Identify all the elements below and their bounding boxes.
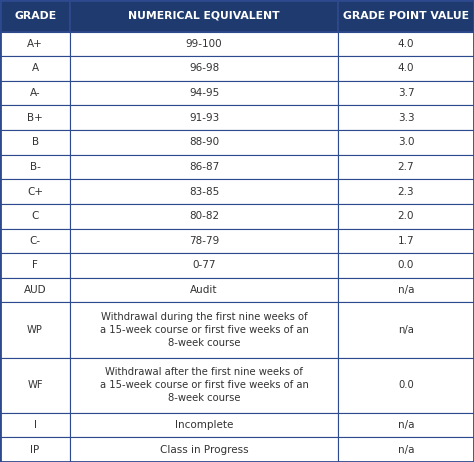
Text: A: A xyxy=(31,63,39,73)
Bar xyxy=(338,81,474,105)
Bar xyxy=(70,229,338,253)
Bar xyxy=(0,229,70,253)
Bar xyxy=(0,130,70,155)
Bar xyxy=(338,358,474,413)
Bar xyxy=(0,56,70,81)
Text: 4.0: 4.0 xyxy=(398,39,414,49)
Bar xyxy=(338,130,474,155)
Bar xyxy=(338,155,474,179)
Text: I: I xyxy=(34,420,36,430)
Text: IP: IP xyxy=(30,445,40,455)
Text: NUMERICAL EQUIVALENT: NUMERICAL EQUIVALENT xyxy=(128,11,280,21)
Bar xyxy=(70,105,338,130)
Text: Withdrawal after the first nine weeks of
a 15-week course or first five weeks of: Withdrawal after the first nine weeks of… xyxy=(100,367,309,403)
Text: 1.7: 1.7 xyxy=(398,236,414,246)
Text: Class in Progress: Class in Progress xyxy=(160,445,248,455)
Text: 3.7: 3.7 xyxy=(398,88,414,98)
Bar xyxy=(338,0,474,31)
Text: n/a: n/a xyxy=(398,285,414,295)
Bar xyxy=(0,413,70,438)
Text: n/a: n/a xyxy=(398,325,414,335)
Text: 3.3: 3.3 xyxy=(398,113,414,123)
Text: F: F xyxy=(32,261,38,270)
Bar xyxy=(0,204,70,229)
Text: n/a: n/a xyxy=(398,420,414,430)
Text: GRADE: GRADE xyxy=(14,11,56,21)
Bar xyxy=(70,81,338,105)
Bar xyxy=(70,438,338,462)
Bar xyxy=(70,253,338,278)
Text: C-: C- xyxy=(29,236,41,246)
Bar xyxy=(70,31,338,56)
Text: B: B xyxy=(31,137,39,147)
Text: 2.0: 2.0 xyxy=(398,211,414,221)
Text: 2.7: 2.7 xyxy=(398,162,414,172)
Bar xyxy=(0,179,70,204)
Bar xyxy=(70,155,338,179)
Text: 0.0: 0.0 xyxy=(398,380,414,390)
Bar xyxy=(0,0,70,31)
Text: 96-98: 96-98 xyxy=(189,63,219,73)
Bar xyxy=(70,130,338,155)
Bar xyxy=(0,438,70,462)
Text: 2.3: 2.3 xyxy=(398,187,414,197)
Text: A-: A- xyxy=(30,88,40,98)
Bar xyxy=(0,81,70,105)
Bar xyxy=(70,0,338,31)
Text: B-: B- xyxy=(30,162,40,172)
Text: 91-93: 91-93 xyxy=(189,113,219,123)
Bar xyxy=(338,56,474,81)
Text: 99-100: 99-100 xyxy=(186,39,222,49)
Text: n/a: n/a xyxy=(398,445,414,455)
Text: WP: WP xyxy=(27,325,43,335)
Text: C: C xyxy=(31,211,39,221)
Bar xyxy=(0,253,70,278)
Text: 0.0: 0.0 xyxy=(398,261,414,270)
Bar xyxy=(0,31,70,56)
Text: GRADE POINT VALUE: GRADE POINT VALUE xyxy=(343,11,469,21)
Text: Withdrawal during the first nine weeks of
a 15-week course or first five weeks o: Withdrawal during the first nine weeks o… xyxy=(100,312,309,348)
Bar xyxy=(70,179,338,204)
Bar xyxy=(0,278,70,303)
Text: Audit: Audit xyxy=(190,285,218,295)
Text: 94-95: 94-95 xyxy=(189,88,219,98)
Bar xyxy=(338,204,474,229)
Bar xyxy=(338,105,474,130)
Text: 0-77: 0-77 xyxy=(192,261,216,270)
Text: 86-87: 86-87 xyxy=(189,162,219,172)
Text: 83-85: 83-85 xyxy=(189,187,219,197)
Bar xyxy=(70,358,338,413)
Text: 78-79: 78-79 xyxy=(189,236,219,246)
Bar xyxy=(338,253,474,278)
Bar xyxy=(338,31,474,56)
Bar xyxy=(338,179,474,204)
Text: AUD: AUD xyxy=(24,285,46,295)
Bar xyxy=(338,303,474,358)
Bar xyxy=(338,438,474,462)
Text: A+: A+ xyxy=(27,39,43,49)
Text: Incomplete: Incomplete xyxy=(175,420,233,430)
Bar xyxy=(70,303,338,358)
Text: 3.0: 3.0 xyxy=(398,137,414,147)
Text: 80-82: 80-82 xyxy=(189,211,219,221)
Bar xyxy=(70,204,338,229)
Bar xyxy=(338,413,474,438)
Text: 88-90: 88-90 xyxy=(189,137,219,147)
Text: B+: B+ xyxy=(27,113,43,123)
Bar xyxy=(70,56,338,81)
Bar xyxy=(0,155,70,179)
Text: WF: WF xyxy=(27,380,43,390)
Text: C+: C+ xyxy=(27,187,43,197)
Bar xyxy=(0,105,70,130)
Bar xyxy=(0,303,70,358)
Bar xyxy=(70,413,338,438)
Bar xyxy=(338,229,474,253)
Bar xyxy=(70,278,338,303)
Bar xyxy=(338,278,474,303)
Text: 4.0: 4.0 xyxy=(398,63,414,73)
Bar xyxy=(0,358,70,413)
